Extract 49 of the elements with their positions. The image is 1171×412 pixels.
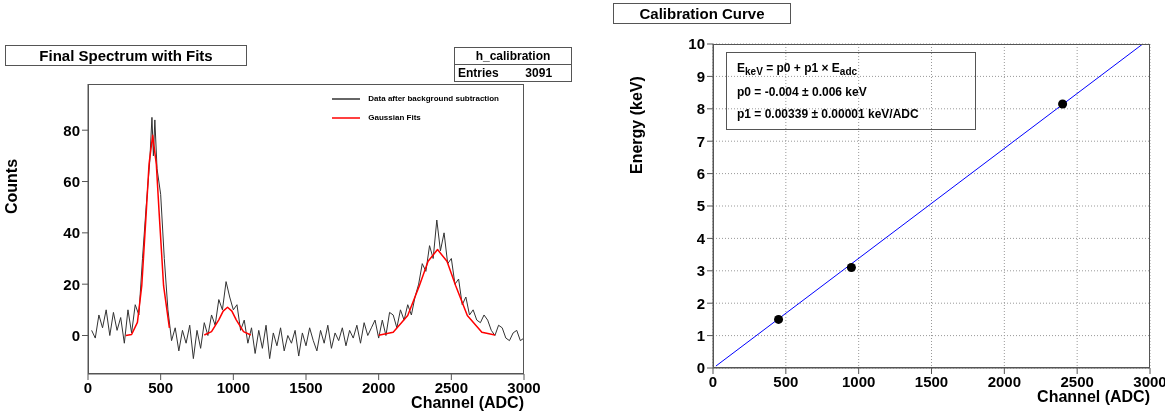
y-tick-label: 10 bbox=[688, 35, 705, 53]
line-series bbox=[91, 116, 524, 360]
text: Entries 3091 bbox=[457, 65, 554, 81]
x-axis-title: Channel (ADC) bbox=[1037, 388, 1150, 406]
point bbox=[1058, 99, 1068, 109]
y-tick-label: 40 bbox=[63, 224, 80, 242]
point bbox=[846, 263, 856, 273]
text: h_calibration bbox=[455, 48, 571, 65]
legend-label: Gaussian Fits bbox=[368, 113, 421, 122]
x-axis-title: Channel (ADC) bbox=[411, 394, 524, 412]
y-tick-label: 1 bbox=[696, 326, 705, 344]
x-tick-label: 0 bbox=[83, 378, 93, 396]
y-tick-label: 8 bbox=[696, 100, 705, 118]
x-tick-label: 1000 bbox=[841, 372, 876, 390]
y-tick-label: 80 bbox=[63, 121, 80, 139]
chart-title: Final Spectrum with Fits bbox=[5, 45, 247, 66]
x-tick-label: 500 bbox=[773, 372, 799, 390]
y-tick-label: 6 bbox=[696, 164, 705, 182]
y-tick-label: 2 bbox=[696, 294, 705, 312]
line-series bbox=[125, 134, 171, 337]
x-tick-label: 2000 bbox=[361, 378, 396, 396]
x-tick-label: 3000 bbox=[507, 378, 541, 396]
y-axis-title: Counts bbox=[3, 157, 21, 214]
legend-label: Data after background subtraction bbox=[368, 94, 499, 103]
chart-title: Calibration Curve bbox=[613, 3, 791, 24]
y-tick-label: 9 bbox=[696, 67, 705, 85]
y-tick-label: 20 bbox=[63, 275, 80, 293]
y-tick-label: 60 bbox=[63, 172, 80, 190]
line-series bbox=[377, 248, 496, 336]
x-tick-label: 500 bbox=[148, 378, 174, 396]
point bbox=[774, 314, 784, 324]
y-tick-label: 4 bbox=[696, 229, 706, 247]
y-axis-title: Energy (keV) bbox=[628, 75, 646, 174]
x-tick-label: 2000 bbox=[987, 372, 1022, 390]
line-series bbox=[203, 306, 252, 336]
x-tick-label: 1000 bbox=[216, 378, 251, 396]
y-tick-label: 5 bbox=[696, 197, 705, 215]
annotation: E$_{keV}$ = p0 + p1 × E$_{adc}$ bbox=[737, 60, 859, 80]
y-tick-label: 7 bbox=[696, 132, 705, 150]
annotation: p0 = -0.004 ± 0.006 keV bbox=[737, 84, 868, 102]
y-tick-label: 0 bbox=[71, 326, 80, 344]
x-tick-label: 2500 bbox=[1060, 372, 1094, 390]
x-tick-label: 1500 bbox=[914, 372, 949, 390]
annotation: p1 = 0.00339 ± 0.00001 keV/ADC bbox=[737, 106, 920, 124]
y-tick-label: 3 bbox=[696, 262, 705, 280]
x-tick-label: 1500 bbox=[289, 378, 323, 396]
y-tick-label: 0 bbox=[696, 359, 705, 377]
x-tick-label: 0 bbox=[708, 372, 718, 390]
x-tick-label: 2500 bbox=[434, 378, 469, 396]
